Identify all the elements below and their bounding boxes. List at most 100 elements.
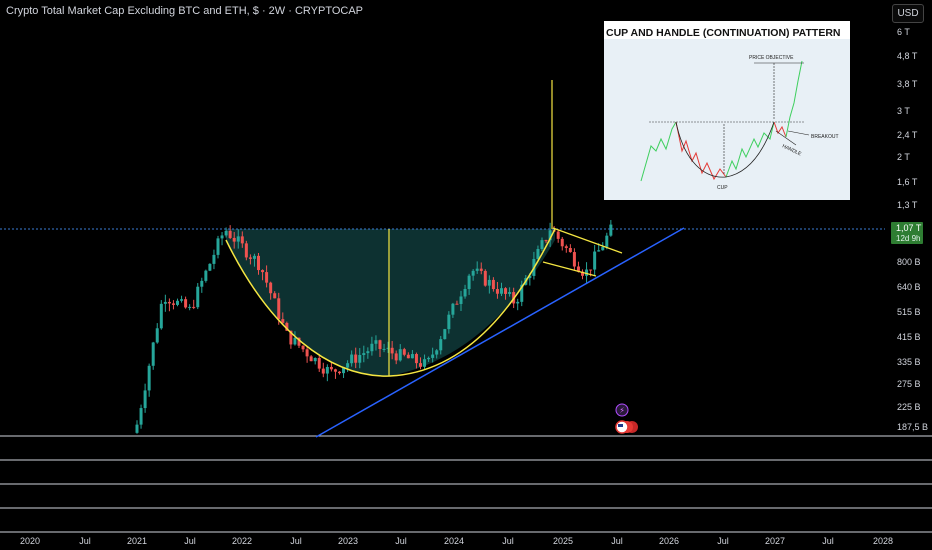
inset-label-price-objective: PRICE OBJECTIVE <box>749 55 794 61</box>
candle-body <box>188 306 192 308</box>
x-tick-label: 2025 <box>553 536 573 546</box>
candle-body <box>398 349 402 361</box>
y-tick-label: 3,8 T <box>897 79 918 89</box>
cup-fill-area <box>226 229 555 377</box>
candle-body <box>427 357 431 360</box>
lightning-event-icon[interactable] <box>615 403 629 417</box>
candle-body <box>394 353 398 361</box>
candle-body <box>370 343 374 352</box>
lower-panes <box>0 435 932 533</box>
candle-body <box>155 328 159 343</box>
candle-body <box>240 236 244 244</box>
x-tick-label: 2021 <box>127 536 147 546</box>
candle-body <box>548 230 552 241</box>
currency-button[interactable]: USD <box>892 4 924 23</box>
candle-body <box>564 246 568 248</box>
candle-body <box>309 356 313 362</box>
candle-body <box>419 363 422 367</box>
candle-body <box>366 351 370 354</box>
candle-body <box>350 354 354 364</box>
candle-body <box>289 330 293 345</box>
candle-body <box>265 272 269 283</box>
candle-body <box>216 238 220 255</box>
candle-body <box>257 255 260 271</box>
candle-body <box>208 263 212 271</box>
svg-text:⚡: ⚡ <box>619 406 625 415</box>
candle-body <box>293 337 297 345</box>
candle-body <box>277 298 281 320</box>
candle-body <box>382 348 386 350</box>
candle-body <box>244 243 248 258</box>
candle-body <box>220 235 224 239</box>
y-tick-label: 1,3 T <box>897 200 918 210</box>
candle-body <box>236 236 240 242</box>
candle-body <box>528 275 532 279</box>
candle-body <box>212 254 216 264</box>
candle-body <box>406 354 410 359</box>
candle-body <box>451 303 455 315</box>
price-badge-value: 1,07 T <box>896 223 922 233</box>
x-tick-label: 2023 <box>338 536 358 546</box>
candle-body <box>378 340 382 349</box>
candle-body <box>176 300 179 305</box>
y-tick-label: 800 B <box>897 257 921 267</box>
x-tick-label: Jul <box>395 536 407 546</box>
candle-body <box>317 357 321 369</box>
candle-body <box>495 289 499 294</box>
candle-body <box>342 367 346 374</box>
candle-body <box>135 424 139 433</box>
x-tick-label: Jul <box>79 536 91 546</box>
y-axis: 6 T 4,8 T 3,8 T 3 T 2,4 T 2 T 1,6 T 1,3 T 800 B 6… <box>891 27 928 432</box>
candle-body <box>200 280 204 287</box>
candle-body <box>487 279 491 286</box>
candle-body <box>479 268 483 271</box>
candle-body <box>305 349 309 357</box>
inset-title: CUP AND HANDLE (CONTINUATION) PATTERN <box>606 27 841 39</box>
candle-body <box>443 329 447 340</box>
candle-body <box>151 342 155 366</box>
candle-body <box>346 363 350 368</box>
y-tick-label: 2,4 T <box>897 130 918 140</box>
x-tick-label: 2028 <box>873 536 893 546</box>
us-flag-event-icon[interactable] <box>615 420 638 434</box>
candle-body <box>572 252 576 267</box>
candle-body <box>508 292 512 294</box>
candle-body <box>228 230 232 238</box>
candle-series <box>135 219 613 434</box>
x-tick-label: Jul <box>822 536 834 546</box>
candle-body <box>325 366 329 374</box>
candle-body <box>196 286 200 308</box>
x-tick-label: 2027 <box>765 536 785 546</box>
candle-body <box>163 301 167 304</box>
y-tick-label: 6 T <box>897 27 910 37</box>
candle-body <box>475 268 479 271</box>
candle-body <box>585 269 589 276</box>
x-tick-label: 2022 <box>232 536 252 546</box>
candle-body <box>568 247 572 253</box>
y-tick-label: 2 T <box>897 152 910 162</box>
candle-body <box>285 322 289 331</box>
chart-title: Crypto Total Market Cap Excluding BTC an… <box>6 5 364 17</box>
ascending-trendline <box>315 227 685 438</box>
candle-body <box>273 293 277 299</box>
candle-body <box>536 249 540 260</box>
x-axis: 2020 Jul 2021 Jul 2022 Jul 2023 Jul 2024 Jul 2025 J… <box>20 536 893 546</box>
candle-body <box>301 345 305 350</box>
candle-body <box>601 246 605 251</box>
candle-body <box>147 365 151 391</box>
x-tick-label: Jul <box>611 536 623 546</box>
y-tick-label: 3 T <box>897 106 910 116</box>
candle-body <box>471 270 475 276</box>
candle-body <box>252 255 256 259</box>
inset-label-cup: CUP <box>717 185 728 191</box>
candle-body <box>224 230 228 236</box>
candle-body <box>504 288 508 294</box>
inset-label-breakout: BREAKOUT <box>811 134 839 140</box>
x-tick-label: 2024 <box>444 536 464 546</box>
y-tick-label: 335 B <box>897 357 921 367</box>
candle-body <box>281 319 285 323</box>
candle-body <box>143 390 147 409</box>
candle-body <box>447 314 451 330</box>
